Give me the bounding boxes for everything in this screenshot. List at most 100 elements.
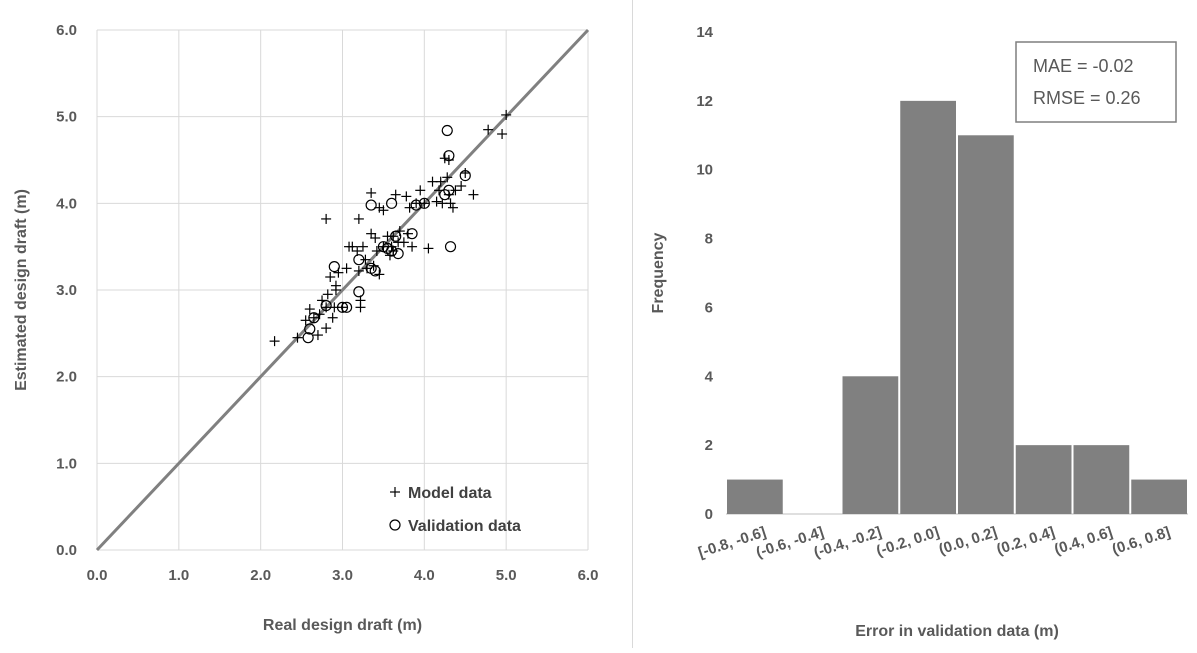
x-tick-label: 5.0	[496, 567, 517, 584]
validation-data-point	[443, 184, 455, 196]
model-data-point	[292, 332, 303, 343]
validation-data-point	[410, 199, 422, 211]
model-data-point	[415, 185, 426, 196]
model-data-point	[497, 129, 508, 139]
rmse-label: RMSE = 0.26	[1033, 88, 1141, 108]
validation-data-point	[302, 332, 314, 344]
scatter-chart-panel: 0.0 1.0 2.0 3.0 4.0 5.0 6.0 0.0 1.0 2.0 3.0 4.0 5.0 6…	[13, 22, 599, 634]
model-data-point	[390, 189, 401, 200]
stats-box-border	[1015, 41, 1177, 123]
validation-data-point	[369, 265, 381, 277]
model-data-point	[357, 241, 368, 252]
model-data-point	[407, 241, 418, 252]
model-data-point	[330, 280, 341, 291]
validation-data-point	[441, 124, 453, 137]
validation-data-point	[418, 197, 430, 209]
y-axis-title: Frequency	[650, 232, 667, 313]
model-data-point	[314, 309, 325, 320]
x-tick-label: (-0.2, 0.0]	[874, 524, 941, 560]
x-tick-label: (0.2, 0.4]	[995, 524, 1057, 559]
model-data-point	[353, 265, 364, 276]
validation-data-point	[353, 254, 365, 266]
validation-data-point	[459, 170, 471, 182]
model-data-point	[450, 185, 461, 196]
y-tick-label: 4.0	[56, 195, 77, 212]
model-data-point	[388, 231, 399, 242]
histogram-bar	[1015, 445, 1072, 514]
model-data-point	[431, 196, 442, 207]
histogram-bar	[958, 135, 1014, 515]
mae-label: MAE = -0.02	[1033, 56, 1134, 76]
validation-data-point	[353, 286, 365, 298]
validation-data-point	[328, 261, 340, 273]
model-data-point	[304, 304, 315, 315]
y-tick-label: 2	[705, 437, 713, 454]
model-data-point	[401, 191, 412, 202]
y-tick-label: 5.0	[56, 109, 77, 126]
y-tick-label: 8	[705, 231, 713, 248]
model-data-point	[423, 243, 434, 254]
validation-data-point	[308, 312, 320, 324]
y-tick-label: 6	[705, 299, 713, 316]
model-data-point	[341, 263, 352, 274]
validation-data-point	[304, 323, 316, 335]
y-axis-title: Estimated design draft (m)	[13, 189, 30, 391]
model-data-point	[460, 168, 471, 178]
legend-model-data: Model data	[408, 485, 492, 502]
validation-data-point	[392, 248, 404, 260]
x-tick-label: 1.0	[168, 567, 189, 584]
validation-data-point	[444, 241, 457, 253]
validation-data-point	[340, 301, 353, 313]
x-tick-label: 0.0	[87, 567, 108, 584]
x-tick-label: (0.0, 0.2]	[937, 524, 999, 559]
y-tick-label: 0.0	[56, 542, 77, 559]
model-data-point	[353, 213, 364, 224]
x-tick-label: (0.4, 0.6]	[1052, 524, 1114, 559]
x-tick-label: (0.6, 0.8]	[1110, 524, 1172, 559]
validation-data-point	[336, 301, 349, 313]
x-tick-label: 3.0	[332, 567, 353, 584]
model-data-point	[321, 323, 332, 334]
model-data-point	[312, 330, 323, 341]
y-tick-label: 4	[705, 368, 714, 385]
model-data-point	[366, 187, 377, 198]
validation-data-point	[390, 230, 402, 242]
y-tick-label: 3.0	[56, 282, 77, 299]
histogram-chart-panel: 0 2 4 6 8 10 12 14 [-0.8, -0.6] (-0.6, -0.4] (-0.4…	[632, 0, 1197, 648]
y-tick-label: 0	[705, 506, 713, 523]
model-data-point	[442, 172, 453, 183]
x-tick-label: 2.0	[250, 567, 271, 584]
x-tick-label: (-0.4, -0.2]	[812, 524, 884, 562]
histogram-bar	[900, 100, 956, 514]
x-tick-label: 6.0	[578, 567, 599, 584]
legend-validation-data: Validation data	[408, 518, 521, 535]
y-tick-label: 12	[696, 93, 713, 110]
scatter-chart: 0.0 1.0 2.0 3.0 4.0 5.0 6.0 0.0 1.0 2.0 3.0 4.0 5.0 6…	[13, 22, 599, 634]
legend-validation-marker	[389, 519, 401, 531]
model-data-point	[322, 289, 333, 300]
legend: Model data Validation data	[389, 485, 521, 535]
legend-model-marker	[390, 487, 400, 497]
histogram-bar	[842, 376, 899, 514]
histogram-bar	[1131, 479, 1187, 514]
y-tick-label: 2.0	[56, 369, 77, 386]
validation-data-point	[406, 228, 418, 240]
model-data-point	[269, 336, 280, 347]
model-data-point	[435, 176, 446, 187]
validation-data-point	[386, 245, 398, 257]
model-data-point	[483, 124, 494, 135]
model-data-point	[501, 109, 512, 120]
model-data-point	[447, 202, 458, 213]
y-tick-label: 10	[696, 162, 713, 179]
model-data-point	[325, 272, 336, 282]
model-data-point	[456, 181, 467, 191]
model-data-point	[327, 312, 338, 323]
histogram-bar	[727, 479, 783, 514]
validation-data-point	[386, 197, 398, 209]
y-tick-label: 14	[696, 24, 713, 41]
stats-box: MAE = -0.02 RMSE = 0.26	[1015, 41, 1177, 123]
x-axis-title: Error in validation data (m)	[855, 623, 1059, 640]
model-data-point	[398, 237, 409, 248]
model-data-point	[468, 189, 479, 200]
